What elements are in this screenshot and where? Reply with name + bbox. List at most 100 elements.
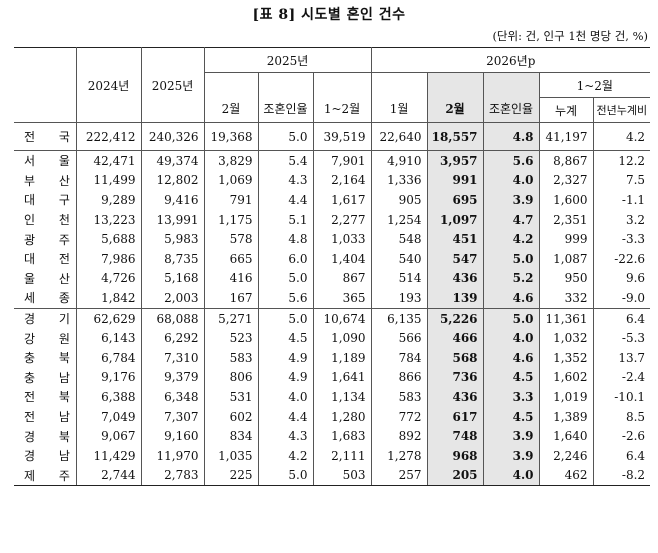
cell-y2025: 240,326 xyxy=(141,122,205,151)
cell-m2026-jan: 1,278 xyxy=(371,445,428,466)
cell-m2025-jan-feb: 1,617 xyxy=(313,190,372,210)
cell-m2026-crude: 5.2 xyxy=(483,268,540,289)
cell-m2026-cumulative: 41,197 xyxy=(539,122,594,151)
region-label: 경 북 xyxy=(24,429,76,444)
table-row: 대 구 9,289 9,416 791 4.4 1,617 905 695 3.9 1,600 -1… xyxy=(14,190,650,210)
table-row: 전 북 6,388 6,348 531 4.0 1,134 583 436 3.3 1,019 -1… xyxy=(14,387,650,407)
cell-m2026-jan: 257 xyxy=(371,465,428,487)
cell-m2026-yoy: -22.6 xyxy=(614,251,646,266)
cell-m2025-crude: 4.2 xyxy=(258,445,314,466)
region-label: 인 천 xyxy=(24,213,76,228)
table-row: 서 울 42,471 49,374 3,829 5.4 7,901 4,910 3,957 5.… xyxy=(14,149,651,171)
cell-m2025-jan-feb: 365 xyxy=(313,288,372,309)
cell-m2026-feb: 547 xyxy=(427,248,484,269)
cell-m2026-cumulative: 11,361 xyxy=(539,307,594,329)
region-cell: 세 종 xyxy=(14,288,77,309)
region-cell: 제 주 xyxy=(14,465,77,487)
region-cell: 울 산 xyxy=(14,268,77,289)
cell-m2025-crude: 4.9 xyxy=(258,367,314,388)
cell-m2026-feb: 991 xyxy=(427,170,484,191)
cell-y2024: 13,223 xyxy=(76,209,142,230)
cell-y2024: 6,388 xyxy=(76,387,142,407)
cell-m2026-yoy: -3.3 xyxy=(621,232,646,247)
cell-m2026-crude: 5.6 xyxy=(483,149,540,171)
table-title: [표 8] 시도별 혼인 건수 xyxy=(252,7,406,23)
cell-m2026-feb: 18,557 xyxy=(427,122,484,151)
region-label: 서 울 xyxy=(24,154,76,169)
cell-m2026-yoy: 7.5 xyxy=(625,173,646,188)
cell-y2024: 6,784 xyxy=(76,347,142,368)
table-row: 광 주 5,688 5,983 578 4.8 1,033 548 451 4.2 999 -3.3 xyxy=(14,229,650,249)
cell-m2025-feb: 531 xyxy=(204,387,259,407)
cell-m2025-crude: 6.0 xyxy=(258,248,314,269)
cell-m2026-cumulative: 2,327 xyxy=(539,170,594,191)
cell-m2025-feb: 602 xyxy=(204,406,259,427)
table-row: 충 남 9,176 9,379 806 4.9 1,641 866 736 4.5 1,602 -2… xyxy=(14,367,650,388)
cell-y2024: 9,067 xyxy=(76,426,142,446)
header-yoy: 전년누계비 xyxy=(596,104,648,117)
region-cell: 대 구 xyxy=(14,190,77,210)
header-group-2026: 2026년p xyxy=(371,47,651,73)
cell-y2025: 8,735 xyxy=(141,248,205,269)
region-cell: 전 북 xyxy=(14,387,77,407)
region-label: 세 종 xyxy=(24,291,76,306)
table-body: 전 국1)222,412240,32619,3685.039,51922,640… xyxy=(14,122,651,487)
table-row: 경 남 11,429 11,970 1,035 4.2 2,111 1,278 968 3.9 2… xyxy=(14,445,650,466)
cell-m2025-jan-feb: 2,164 xyxy=(313,170,372,191)
cell-m2026-crude: 4.7 xyxy=(483,209,540,230)
cell-m2026-crude: 4.5 xyxy=(483,406,540,427)
cell-y2025: 12,802 xyxy=(141,170,205,191)
cell-m2026-yoy: -10.1 xyxy=(614,389,646,404)
header-group-2025: 2025년 xyxy=(204,47,372,73)
cell-m2025-feb: 806 xyxy=(204,367,259,388)
header-2026-crude: 조혼인율 xyxy=(483,72,540,123)
cell-y2024: 4,726 xyxy=(76,268,142,289)
unit-note: (단위: 건, 인구 1천 명당 건, %) xyxy=(492,29,648,43)
cell-m2025-crude: 5.0 xyxy=(258,307,314,329)
table-row: 전 남 7,049 7,307 602 4.4 1,280 772 617 4.5 1,389 8.… xyxy=(14,406,650,427)
cell-m2026-cumulative: 462 xyxy=(539,465,594,487)
cell-y2024: 6,143 xyxy=(76,328,142,348)
cell-m2026-cumulative: 1,389 xyxy=(539,406,594,427)
cell-y2025: 7,307 xyxy=(141,406,205,427)
cell-m2026-yoy: -9.0 xyxy=(621,290,646,305)
cell-m2026-feb: 436 xyxy=(427,387,484,407)
cell-m2026-cumulative: 1,640 xyxy=(539,426,594,446)
region-cell: 서 울 xyxy=(14,149,77,171)
cell-m2026-cumulative: 2,246 xyxy=(539,445,594,466)
cell-m2025-jan-feb: 1,404 xyxy=(313,248,372,269)
cell-m2026-jan: 905 xyxy=(371,190,428,210)
cell-m2026-crude: 3.9 xyxy=(483,426,540,446)
cell-m2025-feb: 1,035 xyxy=(204,445,259,466)
cell-m2026-cumulative: 1,019 xyxy=(539,387,594,407)
cell-m2025-crude: 4.5 xyxy=(258,328,314,348)
cell-m2026-feb: 5,226 xyxy=(427,307,484,329)
cell-y2024: 11,499 xyxy=(76,170,142,191)
cell-m2026-crude: 3.9 xyxy=(483,190,540,210)
cell-m2026-cumulative: 1,352 xyxy=(539,347,594,368)
cell-y2025: 7,310 xyxy=(141,347,205,368)
cell-m2026-yoy: -8.2 xyxy=(593,465,651,487)
cell-m2026-jan: 892 xyxy=(371,426,428,446)
cell-m2026-crude: 5.0 xyxy=(483,307,540,329)
cell-m2026-yoy: -2.6 xyxy=(621,429,646,444)
cell-m2026-crude: 4.8 xyxy=(483,122,540,151)
cell-m2025-jan-feb: 1,683 xyxy=(313,426,372,446)
region-cell: 전 남 xyxy=(14,406,77,427)
cell-m2026-cumulative: 8,867 xyxy=(539,149,594,171)
cell-m2025-feb: 791 xyxy=(204,190,259,210)
table-row: 경 북 9,067 9,160 834 4.3 1,683 892 748 3.9 1,640 -2… xyxy=(14,426,650,446)
header-2026-jan-feb: 1~2월 xyxy=(539,72,651,98)
cell-m2025-feb: 19,368 xyxy=(204,122,259,151)
cell-y2024: 11,429 xyxy=(76,445,142,466)
cell-m2026-jan: 566 xyxy=(371,328,428,348)
region-label: 부 산 xyxy=(24,173,76,188)
cell-y2024: 7,049 xyxy=(76,406,142,427)
cell-m2026-jan: 548 xyxy=(371,229,428,249)
cell-m2025-jan-feb: 2,277 xyxy=(313,209,372,230)
region-label: 대 구 xyxy=(24,193,76,208)
table-row: 세 종 1,842 2,003 167 5.6 365 193 139 4.6 332 -9.0 xyxy=(14,288,650,309)
cell-m2025-crude: 5.0 xyxy=(258,268,314,289)
cell-m2026-cumulative: 1,600 xyxy=(539,190,594,210)
cell-m2025-jan-feb: 1,090 xyxy=(313,328,372,348)
